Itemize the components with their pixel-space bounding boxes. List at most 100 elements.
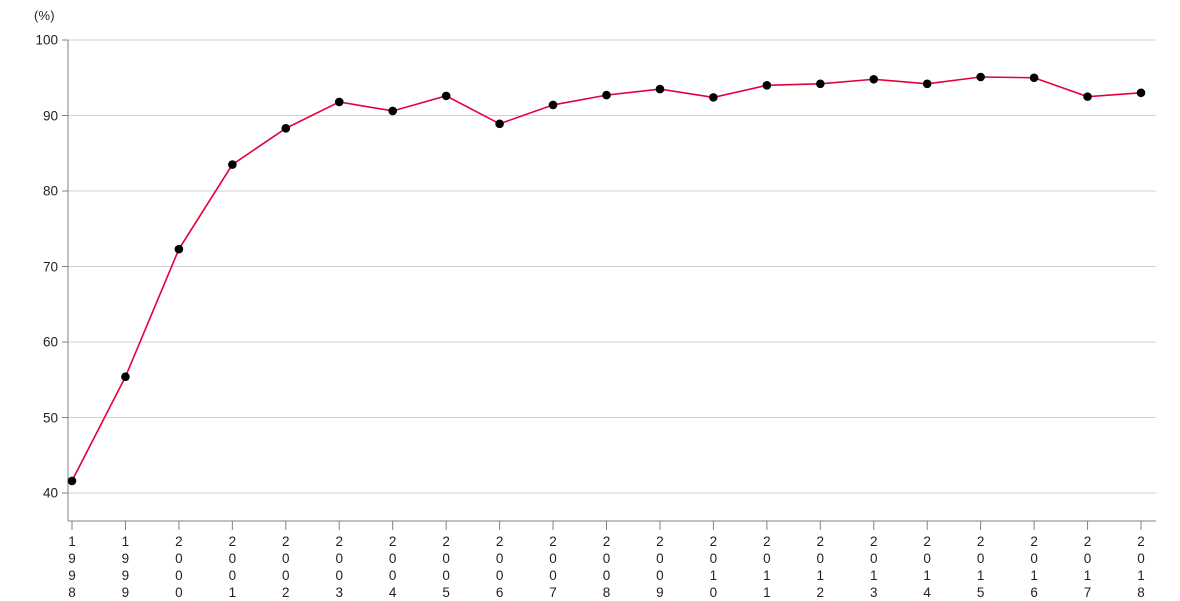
x-tick-label-digit: 1 (121, 534, 130, 549)
x-tick-label-digit: 0 (228, 568, 237, 583)
x-tick-label-digit: 6 (1030, 585, 1038, 600)
data-point (655, 84, 665, 94)
x-tick-label-digit: 5 (442, 585, 450, 600)
x-tick-label-digit: 0 (228, 551, 237, 566)
x-tick-label-digit: 0 (923, 551, 931, 566)
x-tick-label-digit: 9 (121, 585, 130, 600)
data-point (1136, 88, 1146, 98)
x-tick-label-digit: 2 (175, 534, 183, 549)
data-point (495, 119, 504, 129)
y-tick-label: 100 (35, 32, 58, 48)
y-tick-label: 40 (42, 485, 58, 501)
x-tick-label-digit: 1 (763, 585, 771, 600)
x-tick-label-digit: 1 (1137, 568, 1145, 583)
data-point (441, 91, 451, 101)
data-point (869, 74, 879, 84)
x-tick-label-digit: 1 (1030, 568, 1038, 583)
x-tick-label-digit: 2 (602, 534, 611, 549)
x-tick-label-digit: 0 (976, 551, 985, 566)
data-point (67, 476, 77, 486)
x-tick-label-digit: 8 (602, 585, 611, 600)
x-tick-label-digit: 2 (282, 534, 290, 549)
y-tick-label: 90 (42, 108, 58, 123)
x-tick-label-digit: 0 (175, 585, 183, 600)
x-tick-label-digit: 0 (495, 551, 504, 566)
x-tick-label-digit: 3 (869, 585, 878, 600)
y-axis-unit-label: (%) (34, 8, 55, 23)
x-tick-label-digit: 2 (549, 534, 557, 549)
x-tick-label-digit: 7 (1083, 585, 1092, 600)
x-tick-label-digit: 0 (602, 551, 611, 566)
x-tick-label-digit: 0 (709, 585, 718, 600)
x-tick-label-digit: 3 (335, 585, 343, 600)
x-tick-label-digit: 0 (442, 551, 450, 566)
x-tick-label-digit: 2 (282, 585, 290, 600)
x-tick-label-digit: 1 (1083, 568, 1092, 583)
x-tick-label-digit: 1 (709, 568, 718, 583)
x-tick-label-digit: 1 (976, 568, 985, 583)
x-tick-label-digit: 1 (923, 568, 931, 583)
x-tick-label-digit: 1 (816, 568, 825, 583)
y-tick-label: 80 (42, 183, 58, 199)
x-tick-label-digit: 4 (923, 585, 931, 600)
x-tick-label-digit: 6 (495, 585, 504, 600)
x-tick-label-digit: 2 (976, 534, 985, 549)
x-tick-label-digit: 2 (1137, 534, 1145, 549)
x-tick-label-digit: 2 (923, 534, 931, 549)
x-tick-label-digit: 0 (175, 568, 183, 583)
data-point (228, 160, 237, 169)
x-tick-label-digit: 0 (282, 568, 290, 583)
x-tick-label-digit: 2 (869, 534, 878, 549)
x-tick-label-digit: 0 (656, 568, 664, 583)
x-tick-label-digit: 2 (763, 534, 771, 549)
x-tick-label-digit: 2 (656, 534, 664, 549)
x-tick-label-digit: 2 (1083, 534, 1092, 549)
data-point (1083, 92, 1092, 101)
x-tick-label-digit: 0 (335, 551, 343, 566)
x-tick-label-digit: 9 (68, 568, 76, 583)
gridlines (68, 39, 1156, 494)
x-tick-label-digit: 1 (228, 585, 237, 600)
data-point (174, 244, 184, 254)
x-tick-label-digit: 0 (549, 568, 557, 583)
x-tick-label-digit: 0 (1137, 551, 1145, 566)
data-point (762, 81, 772, 90)
data-point (922, 79, 932, 89)
data-series-line (71, 76, 1142, 482)
x-tick-label-digit: 0 (549, 551, 557, 566)
x-tick-label-digit: 2 (816, 534, 825, 549)
x-tick-label-digit: 0 (388, 568, 397, 583)
x-tick-label-digit: 0 (602, 568, 611, 583)
x-tick-label-digit: 0 (709, 551, 718, 566)
data-point (548, 100, 558, 110)
x-tick-label-digit: 9 (121, 551, 130, 566)
x-tick-label-digit: 1 (68, 534, 76, 549)
data-point (281, 124, 291, 133)
x-tick-label-digit: 2 (495, 534, 504, 549)
y-tick-label: 70 (42, 259, 58, 274)
x-tick-label-digit: 0 (442, 568, 450, 583)
x-tick-label-digit: 0 (869, 551, 878, 566)
x-tick-label-digit: 9 (68, 551, 76, 566)
data-point (1029, 73, 1039, 83)
y-axis-tick-marks (62, 39, 68, 494)
x-tick-label-digit: 5 (976, 585, 985, 600)
data-point-markers (67, 72, 1146, 486)
x-tick-label-digit: 4 (388, 585, 397, 600)
x-tick-label-digit: 2 (228, 534, 237, 549)
